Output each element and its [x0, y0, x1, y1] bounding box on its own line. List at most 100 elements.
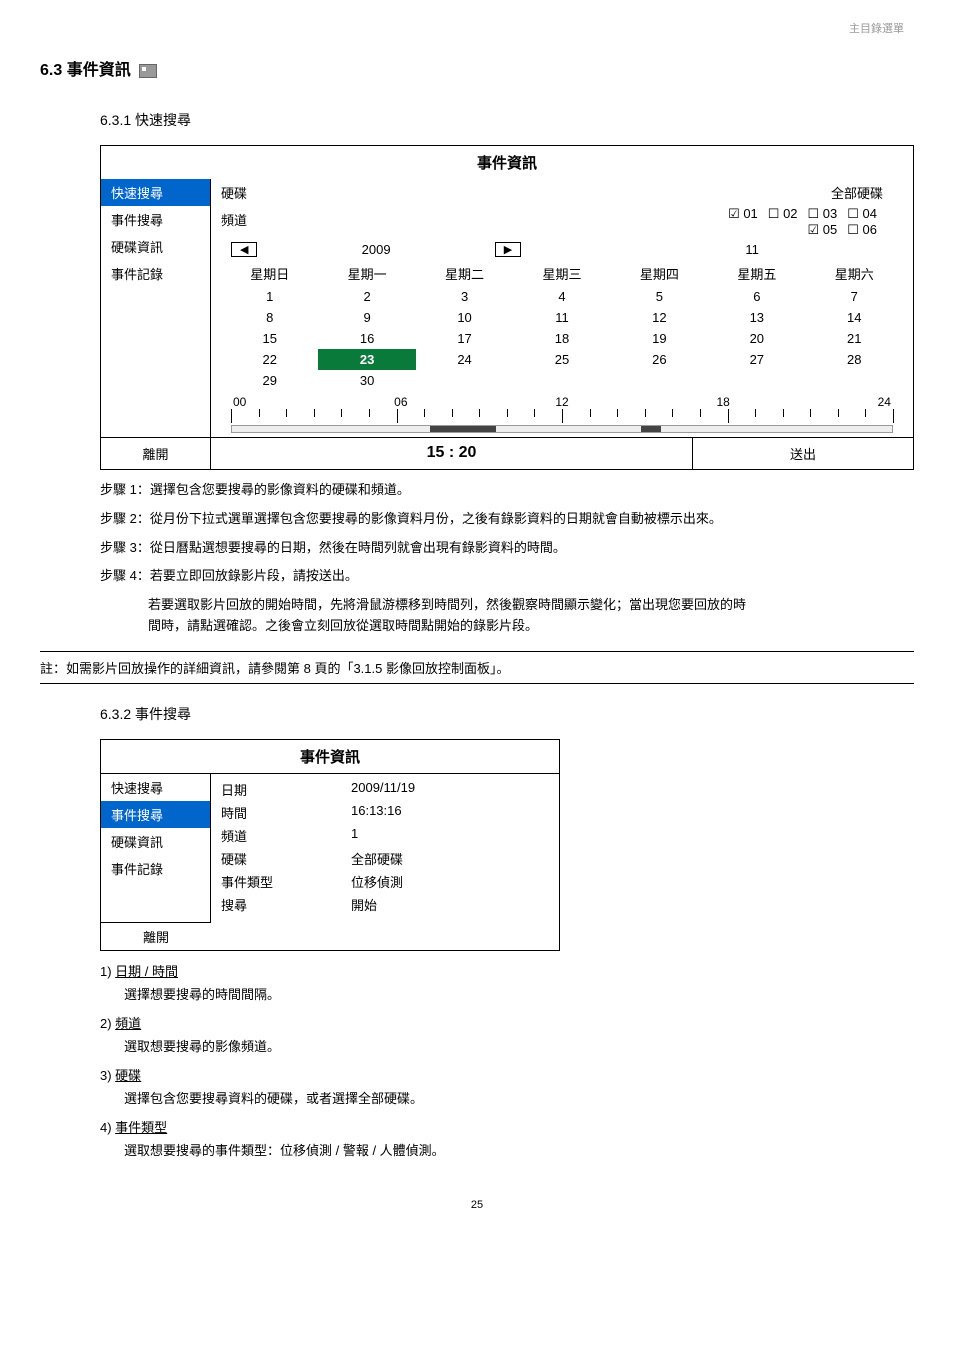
- channel-checkbox[interactable]: ☑ 05: [808, 222, 838, 238]
- definition-desc: 選擇包含您要搜尋資料的硬碟，或者選擇全部硬碟。: [124, 1088, 914, 1107]
- calendar-day[interactable]: 4: [513, 286, 610, 307]
- note-text: 註：如需影片回放操作的詳細資訊，請參閱第 8 頁的「3.1.5 影像回放控制面板…: [40, 651, 914, 684]
- kv-value[interactable]: 位移偵測: [351, 872, 549, 891]
- hdd-value[interactable]: 全部硬碟: [281, 183, 903, 202]
- kv-key: 事件類型: [221, 872, 351, 891]
- page-number: 25: [40, 1199, 914, 1211]
- sidebar-item[interactable]: 事件搜尋: [101, 206, 210, 233]
- channel-checkbox[interactable]: ☐ 04: [847, 206, 877, 222]
- calendar-day[interactable]: 1: [221, 286, 318, 307]
- kv-row: 搜尋開始: [221, 893, 549, 916]
- calendar-day[interactable]: 24: [416, 349, 513, 370]
- send-button[interactable]: 送出: [693, 438, 913, 469]
- quick-search-panel: 事件資訊 快速搜尋事件搜尋硬碟資訊事件記錄 硬碟 全部硬碟 頻道 ☑ 01☐ 0…: [100, 145, 914, 470]
- calendar-day[interactable]: 11: [513, 307, 610, 328]
- definition-item: 1) 日期 / 時間: [100, 961, 914, 980]
- exit-button[interactable]: 離開: [101, 438, 211, 469]
- info-icon: [139, 64, 157, 78]
- calendar-day[interactable]: 19: [611, 328, 708, 349]
- kv-value[interactable]: 全部硬碟: [351, 849, 549, 868]
- kv-row: 頻道1: [221, 824, 549, 847]
- exit-button-2[interactable]: 離開: [101, 922, 211, 950]
- channel-checkbox[interactable]: ☐ 03: [808, 206, 838, 222]
- kv-value[interactable]: 2009/11/19: [351, 780, 549, 799]
- calendar-day[interactable]: 12: [611, 307, 708, 328]
- channel-checkbox[interactable]: ☑ 01: [728, 206, 758, 222]
- sidebar-item[interactable]: 事件記錄: [101, 855, 210, 882]
- step-text: 步驟 1：選擇包含您要搜尋的影像資料的硬碟和頻道。: [100, 480, 914, 501]
- calendar-day[interactable]: 29: [221, 370, 318, 391]
- prev-month-button[interactable]: ◀: [231, 242, 257, 257]
- calendar-day[interactable]: 25: [513, 349, 610, 370]
- calendar-day[interactable]: 28: [806, 349, 903, 370]
- weekday-header: 星期三: [513, 261, 610, 286]
- calendar-day[interactable]: 8: [221, 307, 318, 328]
- timeline-hour-label: 06: [394, 395, 407, 409]
- section-heading: 6.3 事件資訊: [40, 56, 914, 80]
- calendar-day[interactable]: 2: [318, 286, 415, 307]
- calendar-day[interactable]: 27: [708, 349, 805, 370]
- panel-title: 事件資訊: [101, 146, 913, 179]
- kv-value[interactable]: 1: [351, 826, 549, 845]
- calendar-day[interactable]: 15: [221, 328, 318, 349]
- def-label: 硬碟: [115, 1068, 141, 1083]
- section-number: 6.3: [40, 62, 62, 79]
- calendar-day[interactable]: 9: [318, 307, 415, 328]
- calendar-day[interactable]: 7: [806, 286, 903, 307]
- step-text: 步驟 3：從日曆點選想要搜尋的日期，然後在時間列就會出現有錄影資料的時間。: [100, 538, 914, 559]
- calendar-day[interactable]: 22: [221, 349, 318, 370]
- sidebar-item[interactable]: 硬碟資訊: [101, 233, 210, 260]
- definition-item: 3) 硬碟: [100, 1065, 914, 1084]
- calendar-day[interactable]: 14: [806, 307, 903, 328]
- channel-checkbox[interactable]: ☐ 06: [847, 222, 877, 238]
- timeline-hour-label: 24: [878, 395, 891, 409]
- calendar-day[interactable]: 30: [318, 370, 415, 391]
- calendar-day[interactable]: 20: [708, 328, 805, 349]
- calendar-day[interactable]: 21: [806, 328, 903, 349]
- kv-value[interactable]: 開始: [351, 895, 549, 914]
- calendar-day[interactable]: 13: [708, 307, 805, 328]
- weekday-header: 星期四: [611, 261, 708, 286]
- definition-item: 2) 頻道: [100, 1013, 914, 1032]
- sidebar-item[interactable]: 事件搜尋: [101, 801, 210, 828]
- year-label: 2009: [362, 242, 391, 257]
- calendar-day[interactable]: 18: [513, 328, 610, 349]
- calendar-day[interactable]: 3: [416, 286, 513, 307]
- timeline-bar[interactable]: [231, 425, 893, 433]
- kv-row: 日期2009/11/19: [221, 778, 549, 801]
- event-search-panel: 事件資訊 快速搜尋事件搜尋硬碟資訊事件記錄 日期2009/11/19 時間16:1…: [100, 739, 560, 951]
- sidebar-item[interactable]: 快速搜尋: [101, 179, 210, 206]
- calendar-day: [513, 370, 610, 391]
- kv-key: 時間: [221, 803, 351, 822]
- timeline-hour-label: 00: [233, 395, 246, 409]
- kv-key: 硬碟: [221, 849, 351, 868]
- channel-checkbox[interactable]: ☐ 02: [768, 206, 798, 222]
- sidebar-item[interactable]: 快速搜尋: [101, 774, 210, 801]
- kv-key: 頻道: [221, 826, 351, 845]
- calendar-day[interactable]: 10: [416, 307, 513, 328]
- sidebar-item[interactable]: 硬碟資訊: [101, 828, 210, 855]
- time-display: 15 : 20: [211, 438, 693, 469]
- kv-key: 搜尋: [221, 895, 351, 914]
- kv-value[interactable]: 16:13:16: [351, 803, 549, 822]
- calendar-day[interactable]: 26: [611, 349, 708, 370]
- sidebar-item[interactable]: 事件記錄: [101, 260, 210, 287]
- timeline-hour-label: 18: [716, 395, 729, 409]
- calendar-table: 星期日星期一星期二星期三星期四星期五星期六1234567891011121314…: [221, 261, 903, 391]
- calendar-day[interactable]: 6: [708, 286, 805, 307]
- calendar-day[interactable]: 16: [318, 328, 415, 349]
- subsection-heading-1: 6.3.1 快速搜尋: [100, 110, 914, 130]
- subsection-heading-2: 6.3.2 事件搜尋: [100, 704, 914, 724]
- timeline[interactable]: 0006121824: [221, 391, 903, 437]
- calendar-day[interactable]: 23: [318, 349, 415, 370]
- calendar-day: [611, 370, 708, 391]
- next-month-button[interactable]: ▶: [495, 242, 521, 257]
- channel-row-1: ☑ 01 ☐ 02 ☐ 03 ☐ 04: [281, 206, 903, 222]
- calendar-day[interactable]: 17: [416, 328, 513, 349]
- weekday-header: 星期日: [221, 261, 318, 286]
- weekday-header: 星期二: [416, 261, 513, 286]
- channel-label: 頻道: [221, 206, 281, 238]
- panel2-title: 事件資訊: [101, 740, 559, 774]
- calendar-day[interactable]: 5: [611, 286, 708, 307]
- kv-row: 硬碟全部硬碟: [221, 847, 549, 870]
